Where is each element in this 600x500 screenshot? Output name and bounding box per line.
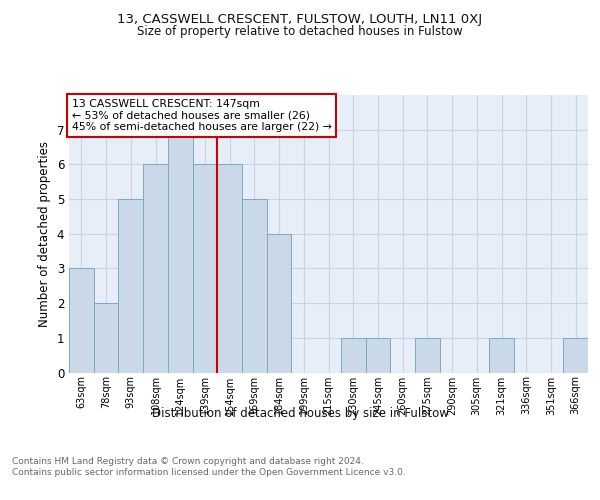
Y-axis label: Number of detached properties: Number of detached properties (38, 141, 51, 327)
Text: Size of property relative to detached houses in Fulstow: Size of property relative to detached ho… (137, 25, 463, 38)
Text: Contains HM Land Registry data © Crown copyright and database right 2024.
Contai: Contains HM Land Registry data © Crown c… (12, 458, 406, 477)
Text: 13 CASSWELL CRESCENT: 147sqm
← 53% of detached houses are smaller (26)
45% of se: 13 CASSWELL CRESCENT: 147sqm ← 53% of de… (71, 99, 331, 132)
Bar (94, 303, 118, 372)
Bar (168, 130, 193, 372)
Bar (267, 234, 292, 372)
Bar (143, 164, 168, 372)
Bar (217, 164, 242, 372)
Bar (341, 338, 365, 372)
Bar (489, 338, 514, 372)
Bar (69, 268, 94, 372)
Text: 13, CASSWELL CRESCENT, FULSTOW, LOUTH, LN11 0XJ: 13, CASSWELL CRESCENT, FULSTOW, LOUTH, L… (118, 12, 482, 26)
Bar (563, 338, 588, 372)
Bar (365, 338, 390, 372)
Bar (118, 199, 143, 372)
Bar (242, 199, 267, 372)
Bar (415, 338, 440, 372)
Text: Distribution of detached houses by size in Fulstow: Distribution of detached houses by size … (152, 408, 448, 420)
Bar (193, 164, 217, 372)
